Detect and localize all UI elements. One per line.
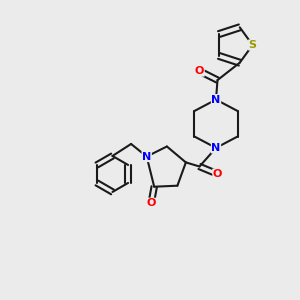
Text: O: O [195,66,204,76]
Text: N: N [212,143,220,153]
Text: O: O [146,198,156,208]
Text: N: N [142,152,151,162]
Text: O: O [213,169,222,179]
Text: S: S [249,40,256,50]
Text: N: N [212,94,220,105]
